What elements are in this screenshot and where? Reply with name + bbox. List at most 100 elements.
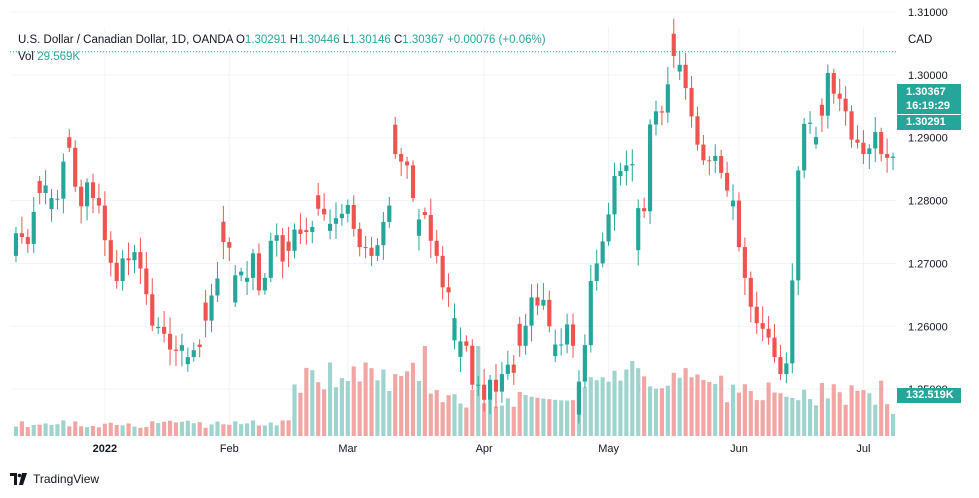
candle-body: [102, 205, 107, 241]
candle-body: [713, 155, 718, 161]
volume-bar: [250, 420, 256, 436]
candle-body: [55, 198, 60, 200]
volume-bar: [179, 421, 184, 436]
volume-bar: [434, 390, 439, 436]
volume-bar: [138, 427, 143, 436]
candle-body: [647, 124, 653, 212]
volume-bar: [339, 378, 344, 436]
candle-body: [725, 172, 730, 191]
volume-bar: [96, 427, 102, 436]
candle-body: [292, 229, 297, 251]
volume-tag: 132.519K: [897, 388, 961, 403]
candle-body: [114, 262, 119, 282]
candle-body: [837, 93, 842, 99]
volume-bar: [772, 392, 777, 436]
volume-bar: [256, 425, 262, 436]
candle-body: [606, 214, 611, 242]
volume-bar: [120, 425, 125, 436]
currency-label: CAD: [908, 34, 933, 46]
candle-body: [701, 144, 706, 161]
volume-bar: [239, 424, 244, 436]
candle-body: [37, 181, 42, 194]
time-axis[interactable]: 2022 Feb Mar Apr May Jun Jul: [93, 443, 871, 455]
volume-bar: [215, 421, 220, 436]
volume-bar: [357, 381, 362, 436]
x-tick-label: Apr: [476, 443, 493, 455]
candle-body: [25, 237, 30, 244]
volume-bar: [671, 372, 676, 436]
candle-body: [559, 344, 564, 346]
volume-bar: [185, 420, 190, 436]
candle-body: [695, 116, 700, 145]
volume-bar: [274, 425, 279, 436]
candle-body: [197, 344, 202, 348]
open-label: O: [235, 34, 245, 46]
volume-bar: [197, 422, 202, 436]
candle-body: [351, 204, 356, 229]
close-value: 1.30367: [402, 34, 444, 46]
volume-bar: [167, 420, 173, 436]
volume-bar: [511, 406, 516, 436]
candle-body: [742, 247, 747, 278]
price-axis[interactable]: 1.250001.260001.270001.280001.290001.300…: [908, 7, 948, 396]
candle-body: [162, 326, 167, 334]
volume-bar: [393, 374, 398, 436]
tradingview-logo-icon: [10, 473, 27, 485]
volume-bar: [529, 396, 534, 436]
volume-bar: [600, 377, 605, 436]
volume-bar: [221, 424, 226, 436]
volume-bar: [843, 404, 848, 436]
vol-label: Vol: [18, 51, 34, 63]
x-tick-label: Feb: [220, 443, 239, 455]
candle-body: [191, 350, 196, 358]
tradingview-brand[interactable]: TradingView: [10, 472, 99, 486]
volume-bar: [713, 383, 718, 436]
volume-bar: [796, 400, 801, 436]
volume-bar: [316, 382, 321, 436]
volume-bar: [304, 367, 309, 436]
plot-area[interactable]: [10, 27, 897, 437]
candle-body: [778, 357, 783, 375]
open-price-tag: 1.30291: [897, 115, 961, 130]
bar-countdown: 16:19:29: [906, 100, 951, 112]
volume-bar: [67, 426, 72, 436]
candle-body: [345, 204, 350, 214]
volume-bar: [55, 424, 60, 436]
volume-bar: [754, 400, 759, 436]
volume-bar: [345, 380, 350, 436]
open-price-value: 1.30291: [906, 116, 946, 128]
last-price-value: 1.30367: [906, 86, 946, 98]
volume-bar: [203, 427, 208, 436]
candle-body: [245, 277, 250, 282]
volume-legend[interactable]: Vol 29.569K: [18, 51, 80, 63]
candle-body: [624, 165, 629, 172]
candle-body: [227, 242, 232, 248]
volume-bar: [440, 402, 445, 436]
high-value: 1.30446: [298, 34, 340, 46]
volume-bar: [482, 403, 487, 436]
candle-body: [256, 253, 262, 291]
volume-bar: [351, 366, 356, 436]
volume-bar: [458, 403, 463, 436]
candle-body: [784, 363, 789, 375]
candle-body: [464, 341, 469, 346]
volume-bar: [559, 400, 564, 436]
volume-bar: [612, 370, 617, 436]
volume-bar: [144, 427, 149, 436]
volume-bar: [446, 395, 451, 436]
volume-bar: [855, 390, 860, 436]
volume-bar: [132, 426, 137, 436]
candle-body: [304, 230, 309, 232]
change-value: +0.00076 (+0.06%): [447, 34, 546, 46]
volume-bar: [695, 374, 700, 436]
candle-body: [440, 255, 445, 288]
candle-body: [339, 213, 344, 219]
candle-body: [452, 318, 457, 341]
volume-bar: [565, 400, 570, 436]
symbol-legend[interactable]: U.S. Dollar / Canadian Dollar, 1D, OANDA…: [18, 34, 546, 46]
close-label: C: [393, 34, 403, 46]
candle-body: [120, 258, 125, 282]
candle-body: [61, 161, 66, 199]
volume-bar: [778, 393, 783, 436]
